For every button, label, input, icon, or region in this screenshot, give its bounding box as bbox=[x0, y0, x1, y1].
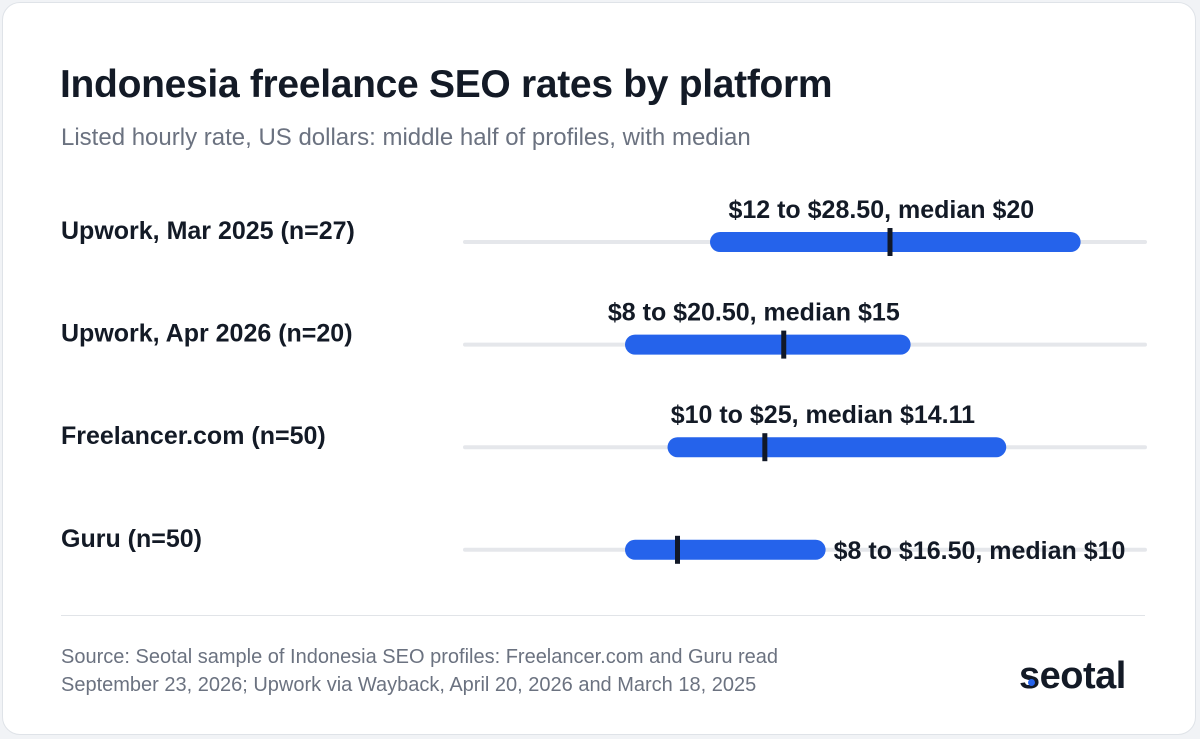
median-marker bbox=[675, 535, 680, 564]
median-marker bbox=[887, 228, 893, 256]
range-annotation: $10 to $25, median $14.11 bbox=[671, 401, 975, 429]
range-chart: Upwork, Mar 2025 (n=27) $12 to $28.50, me… bbox=[61, 196, 1147, 565]
median-marker bbox=[762, 433, 768, 462]
row-label: Guru (n=50) bbox=[61, 525, 202, 553]
logo-accent-dot bbox=[1028, 679, 1035, 686]
source-note: Source: Seotal sample of Indonesia SEO p… bbox=[61, 646, 779, 696]
range-annotation: $12 to $28.50, median $20 bbox=[728, 196, 1034, 224]
footer-divider bbox=[61, 615, 1145, 616]
chart-title: Indonesia freelance SEO rates by platfor… bbox=[60, 63, 833, 106]
row-label: Upwork, Apr 2026 (n=20) bbox=[61, 320, 353, 348]
chart-subtitle: Listed hourly rate, US dollars: middle h… bbox=[61, 124, 751, 151]
row-label: Freelancer.com (n=50) bbox=[61, 422, 326, 450]
row-label: Upwork, Mar 2025 (n=27) bbox=[61, 217, 355, 245]
median-marker bbox=[781, 330, 787, 359]
range-annotation: $8 to $16.50, median $10 bbox=[834, 537, 1126, 565]
range-annotation: $8 to $20.50, median $15 bbox=[608, 299, 900, 327]
seotal-logo: seotal bbox=[1019, 655, 1126, 697]
